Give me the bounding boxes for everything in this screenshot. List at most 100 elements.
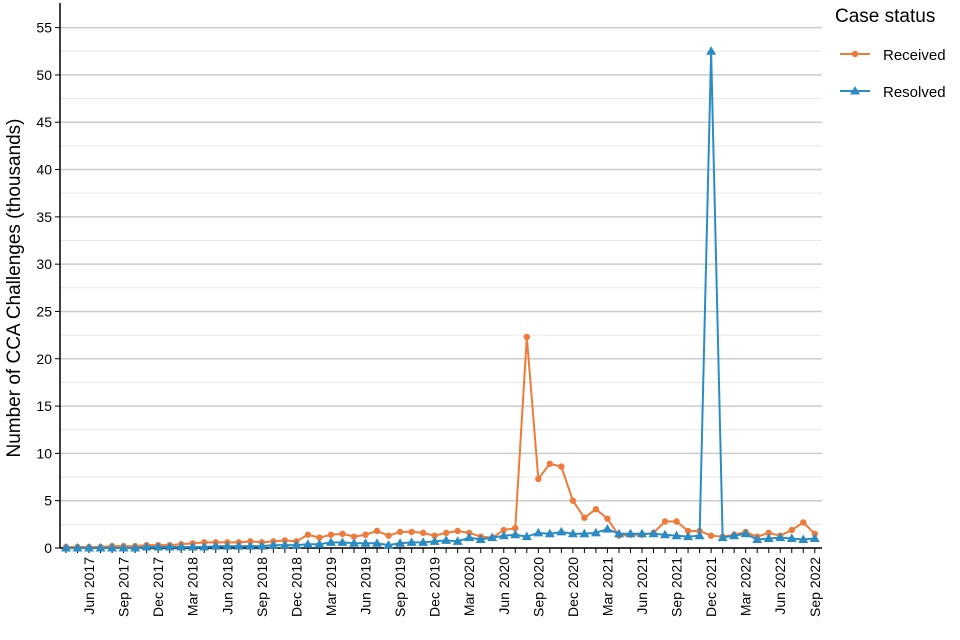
- x-tick-label: Jun 2019: [358, 557, 374, 615]
- y-tick-label: 55: [36, 20, 52, 36]
- data-point: [291, 540, 302, 549]
- data-point: [604, 515, 611, 522]
- data-point: [498, 530, 509, 540]
- data-point: [671, 530, 682, 540]
- y-tick-label: 0: [44, 540, 52, 556]
- data-point: [441, 535, 452, 544]
- data-point: [487, 532, 498, 542]
- data-point: [233, 541, 244, 550]
- data-point: [592, 506, 600, 513]
- x-tick-label: Mar 2019: [323, 557, 339, 616]
- data-point: [187, 542, 198, 551]
- data-point: [809, 533, 820, 543]
- y-tick-label: 15: [36, 398, 52, 414]
- x-tick-label: Sep 2020: [530, 557, 546, 617]
- data-point: [546, 460, 554, 467]
- data-point: [590, 527, 601, 537]
- data-point: [752, 534, 763, 543]
- data-point: [442, 529, 450, 537]
- x-tick-label: Jun 2022: [772, 557, 788, 615]
- data-point: [406, 537, 417, 546]
- x-tick-label: Jun 2021: [634, 557, 650, 615]
- data-point: [385, 532, 392, 539]
- x-tick-label: Mar 2021: [599, 557, 615, 616]
- data-point: [360, 538, 371, 547]
- data-point: [567, 528, 578, 538]
- y-tick-label: 20: [36, 351, 52, 367]
- x-tick-label: Jun 2020: [496, 557, 512, 615]
- data-point: [625, 528, 636, 538]
- data-point: [396, 528, 404, 536]
- data-point: [464, 532, 475, 542]
- x-tick-label: Mar 2018: [185, 557, 201, 616]
- data-point: [72, 543, 83, 552]
- data-point: [350, 533, 358, 540]
- data-point: [383, 540, 394, 549]
- data-point: [362, 531, 369, 538]
- data-point: [210, 541, 221, 550]
- data-point: [510, 529, 521, 539]
- data-point: [372, 538, 383, 547]
- x-tick-label: Dec 2017: [150, 557, 166, 617]
- y-tick-label: 5: [44, 493, 52, 509]
- y-axis-label: Number of CCA Challenges (thousands): [4, 118, 25, 457]
- data-point: [556, 526, 567, 536]
- data-point: [61, 543, 71, 552]
- y-tick-label: 35: [36, 209, 52, 225]
- data-point: [141, 542, 152, 551]
- data-point: [327, 531, 335, 538]
- data-point: [222, 541, 233, 550]
- data-point: [602, 524, 613, 533]
- data-point: [268, 540, 279, 549]
- data-point: [673, 518, 680, 525]
- data-point: [500, 526, 507, 534]
- x-tick-label: Jun 2018: [219, 557, 235, 615]
- data-point: [475, 534, 486, 543]
- data-point: [740, 528, 751, 538]
- series-line: [66, 51, 815, 549]
- data-point: [521, 531, 532, 541]
- data-point: [660, 529, 671, 539]
- data-point: [800, 519, 807, 526]
- data-point: [775, 532, 786, 542]
- y-tick-label: 25: [36, 303, 52, 319]
- x-tick-label: Dec 2020: [565, 557, 581, 617]
- x-tick-label: Sep 2021: [669, 557, 685, 617]
- x-tick-label: Dec 2021: [703, 557, 719, 617]
- legend-label: Resolved: [883, 84, 946, 101]
- data-point: [429, 536, 440, 545]
- data-point: [581, 514, 588, 521]
- y-tick-label: 50: [36, 67, 52, 83]
- data-point: [256, 541, 267, 550]
- data-point: [176, 542, 187, 551]
- data-point: [798, 534, 809, 543]
- data-point: [533, 527, 544, 537]
- data-point: [153, 542, 164, 551]
- data-point: [523, 333, 530, 341]
- x-tick-label: Dec 2019: [427, 557, 443, 617]
- legend-marker: [851, 50, 859, 58]
- data-point: [765, 529, 772, 537]
- x-tick-label: Mar 2020: [461, 557, 477, 616]
- data-point: [316, 534, 323, 541]
- data-point: [729, 530, 740, 540]
- data-point: [245, 541, 256, 550]
- y-tick-label: 45: [36, 114, 52, 130]
- data-point: [279, 540, 290, 549]
- x-tick-label: Mar 2022: [738, 557, 754, 616]
- data-point: [786, 533, 797, 543]
- data-point: [314, 539, 325, 548]
- legend-marker: [850, 86, 860, 95]
- data-point: [661, 518, 669, 525]
- data-point: [325, 537, 336, 546]
- data-point: [339, 530, 346, 538]
- x-tick-label: Sep 2017: [116, 557, 132, 617]
- data-point: [84, 543, 95, 552]
- data-point: [683, 531, 694, 541]
- y-tick-label: 40: [36, 162, 52, 178]
- data-point: [431, 532, 438, 539]
- data-point: [613, 528, 624, 538]
- legend-label: Received: [883, 47, 946, 64]
- data-point: [569, 497, 577, 504]
